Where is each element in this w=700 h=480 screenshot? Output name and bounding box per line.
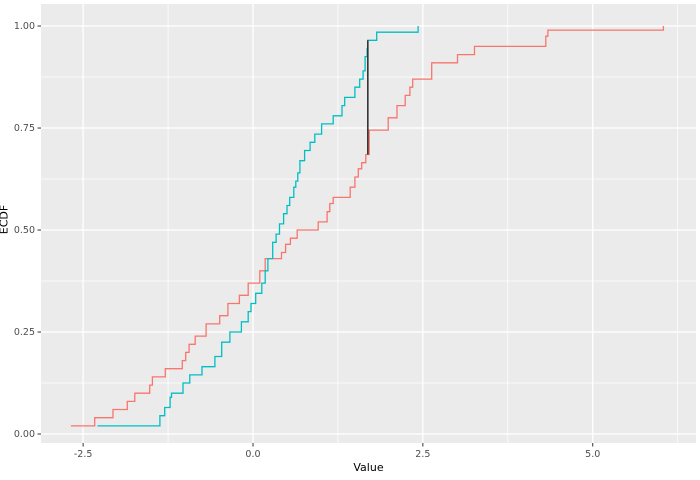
y-tick-label: 1.00	[14, 21, 35, 32]
y-tick-label: 0.25	[14, 327, 35, 338]
y-tick-label: 0.50	[14, 225, 35, 236]
x-tick-label: -2.5	[74, 449, 93, 460]
x-axis-title: Value	[353, 461, 384, 474]
x-tick-label: 2.5	[415, 449, 430, 460]
y-tick-label: 0.00	[14, 429, 35, 440]
y-axis-title: ECDF	[0, 204, 11, 235]
y-tick-label: 0.75	[14, 123, 35, 134]
x-tick-label: 0.0	[245, 449, 260, 460]
sample2-ecdf-curve	[97, 26, 419, 427]
sample1-ecdf-curve	[70, 26, 665, 427]
x-tick-label: 5.0	[585, 449, 600, 460]
